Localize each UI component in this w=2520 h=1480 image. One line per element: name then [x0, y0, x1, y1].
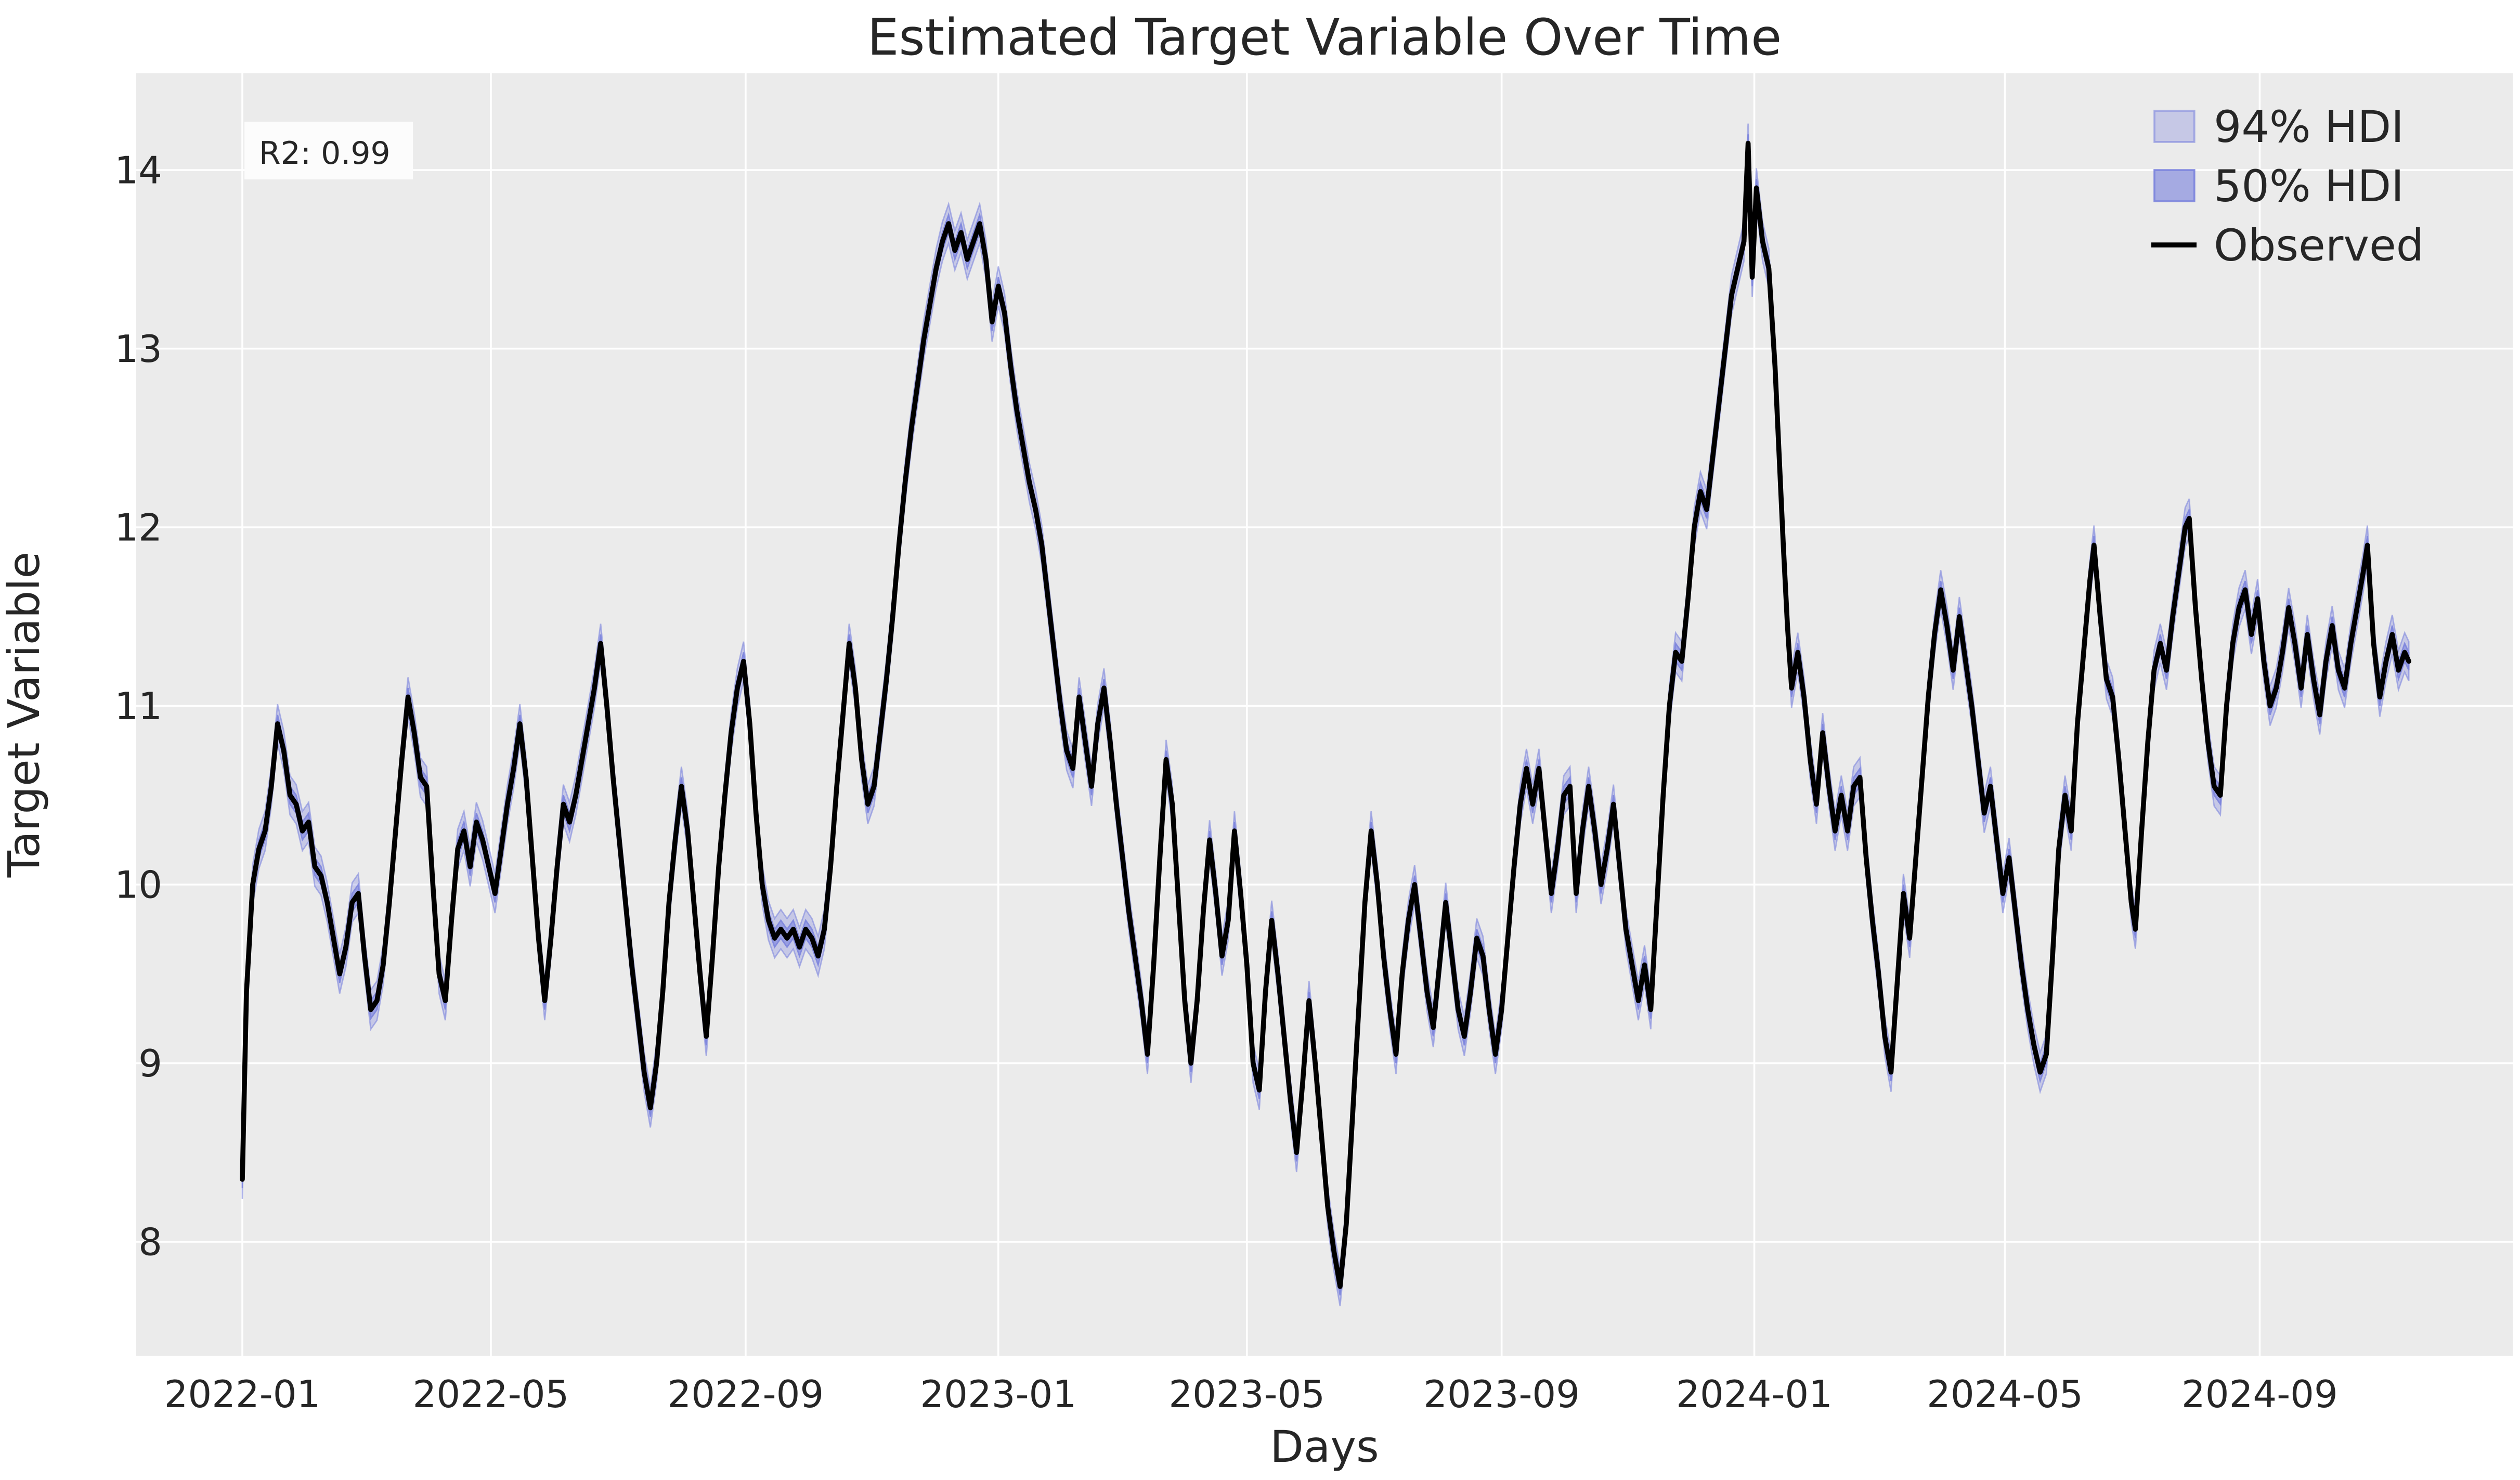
observed-line	[240, 140, 2411, 1289]
y-axis-label: Target Variable	[0, 552, 49, 878]
y-tick-label: 10	[114, 863, 162, 906]
legend-label-observed: Observed	[2214, 220, 2424, 271]
y-tick-label: 9	[138, 1042, 162, 1085]
gridlines	[136, 73, 2513, 1356]
hdi50-band	[241, 134, 2410, 1296]
x-axis-label: Days	[1270, 1421, 1379, 1472]
chart-title: Estimated Target Variable Over Time	[867, 8, 1782, 67]
x-tick-label: 2023-01	[920, 1372, 1076, 1416]
x-tick-label: 2022-05	[413, 1372, 569, 1416]
x-tick-label: 2024-09	[2181, 1372, 2338, 1416]
y-tick-label: 11	[114, 684, 162, 728]
x-tick-label: 2023-05	[1168, 1372, 1325, 1416]
y-tick-label: 14	[114, 148, 162, 192]
x-tick-label: 2022-01	[164, 1372, 321, 1416]
legend-label-50hdi: 50% HDI	[2214, 161, 2404, 212]
x-tick-label: 2022-09	[667, 1372, 824, 1416]
series-layer	[240, 123, 2411, 1306]
r2-annotation-text: R2: 0.99	[259, 135, 391, 172]
hdi94-band	[241, 123, 2410, 1306]
r2-annotation-box	[244, 121, 413, 179]
y-tick-label: 8	[138, 1220, 162, 1264]
x-tick-label: 2023-09	[1423, 1372, 1580, 1416]
y-tick-label: 12	[114, 505, 162, 549]
legend: 94% HDI 50% HDI Observed	[2151, 101, 2424, 271]
x-tick-label: 2024-05	[1927, 1372, 2083, 1416]
y-tick-label: 13	[114, 327, 162, 371]
legend-hdi50-patch	[2153, 169, 2196, 202]
legend-hdi94-patch	[2153, 110, 2196, 143]
x-tick-label: 2024-01	[1676, 1372, 1833, 1416]
legend-label-94hdi: 94% HDI	[2214, 101, 2404, 152]
